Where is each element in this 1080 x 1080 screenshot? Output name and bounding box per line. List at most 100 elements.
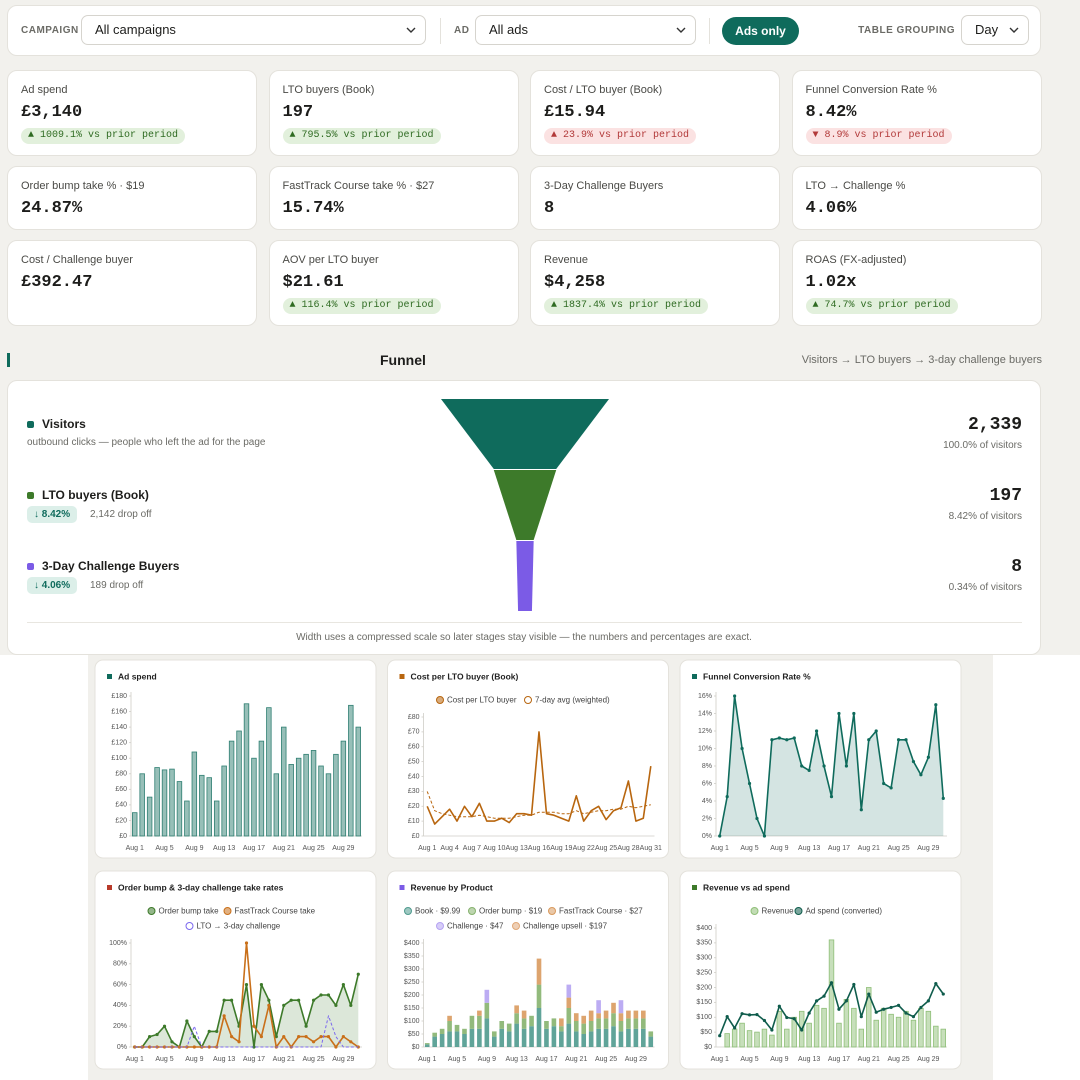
- bar-segment: [581, 1015, 587, 1024]
- point: [785, 738, 789, 742]
- grouping-value: Day: [975, 22, 999, 37]
- grouping-label: TABLE GROUPING: [858, 25, 955, 36]
- title-marker: [107, 885, 112, 890]
- campaign-select[interactable]: All campaigns: [81, 15, 426, 45]
- point: [814, 729, 819, 733]
- title-marker: [399, 885, 405, 890]
- point: [718, 834, 722, 838]
- point: [229, 1035, 234, 1039]
- kpi-card: Funnel Conversion Rate % 8.42% ▼ 8.9% vs p…: [791, 70, 1042, 156]
- bar-segment: [618, 1000, 624, 1014]
- point: [829, 981, 834, 985]
- funnel-segment: [493, 470, 557, 540]
- bar-segment: [454, 1031, 460, 1047]
- y-tick-label: $0: [412, 1044, 420, 1051]
- kpi-label: FastTrack Course take % · $27: [282, 180, 435, 192]
- x-tick-label: Aug 21: [858, 845, 880, 852]
- funnel-title: Funnel: [380, 352, 426, 368]
- ads-only-button[interactable]: Ads only: [722, 17, 799, 45]
- point: [162, 1024, 167, 1028]
- bar-segment: [544, 1021, 549, 1029]
- point: [852, 982, 856, 987]
- bar-segment: [529, 1026, 534, 1047]
- bar: [132, 812, 138, 837]
- x-tick-label: Aug 21: [273, 845, 295, 852]
- campaign-label: CAMPAIGN: [21, 25, 79, 36]
- point: [822, 764, 826, 768]
- legend-label: 7-day avg (weighted): [535, 696, 610, 705]
- legend-label: FastTrack Course take: [235, 907, 316, 916]
- stage-share: 100.0% of visitors: [943, 440, 1022, 451]
- kpi-label: LTO → Challenge %: [805, 180, 906, 192]
- point: [259, 1035, 264, 1039]
- bar-segment: [454, 1024, 460, 1032]
- x-tick-label: Aug 17: [828, 1056, 850, 1063]
- kpi-card: LTO buyers (Book) 197 ▲ 795.5% vs prior pe…: [268, 70, 519, 156]
- x-tick-label: Aug 25: [595, 845, 617, 852]
- kpi-card: Order bump take % · $19 24.87%: [7, 166, 257, 230]
- point: [349, 1003, 353, 1007]
- bar: [851, 1007, 857, 1048]
- kpi-value: $21.61: [282, 273, 344, 292]
- point: [733, 1026, 737, 1030]
- y-tick-label: £80: [408, 714, 420, 721]
- kpi-card: Cost / Challenge buyer £392.47: [7, 240, 257, 326]
- legend-label: Ad spend (converted): [806, 907, 883, 916]
- ad-select[interactable]: All ads: [475, 15, 696, 45]
- point: [837, 1007, 841, 1011]
- bar-segment: [596, 1018, 601, 1029]
- kpi-value: 8: [544, 199, 555, 218]
- point: [904, 1011, 908, 1015]
- point: [867, 992, 871, 996]
- point: [740, 1012, 744, 1016]
- bar: [843, 998, 850, 1048]
- bar: [295, 757, 302, 837]
- point: [740, 746, 744, 751]
- y-tick-label: $300: [696, 955, 712, 962]
- bar: [873, 1019, 879, 1048]
- x-tick-label: Aug 17: [243, 1056, 265, 1063]
- funnel-shape: [441, 399, 609, 611]
- kpi-value: 15.74%: [282, 199, 344, 218]
- point: [356, 972, 360, 976]
- charts-area: Ad spend £0 £20 £40 £60 £80 £100 £120 £140 £160 £1…: [88, 655, 993, 1080]
- kpi-label: LTO buyers (Book): [282, 84, 375, 96]
- grouping-select[interactable]: Day: [961, 15, 1029, 45]
- funnel-subtitle: Visitors → LTO buyers → 3-day challenge …: [801, 354, 1042, 366]
- area: [719, 696, 944, 836]
- bar-segment: [514, 1023, 519, 1047]
- legend-label: Challenge · $47: [447, 922, 504, 931]
- bar-segment: [588, 1031, 594, 1047]
- chevron: [676, 27, 686, 33]
- kpi-delta: ▼ 8.9% vs prior period: [805, 128, 952, 144]
- y-tick-label: £180: [111, 693, 127, 700]
- y-tick-label: 14%: [698, 710, 712, 717]
- point: [829, 795, 834, 799]
- point: [814, 999, 819, 1003]
- stage-dot: [27, 563, 34, 570]
- bar-segment: [424, 1044, 430, 1047]
- bar: [940, 1028, 946, 1048]
- stage-name: 3-Day Challenge Buyers: [42, 559, 180, 573]
- y-tick-label: $150: [404, 1005, 420, 1012]
- point: [259, 983, 264, 987]
- legend-marker: [468, 907, 476, 915]
- bar-segment: [506, 1031, 512, 1047]
- bar-segment: [566, 997, 572, 1008]
- y-tick-label: $150: [696, 999, 712, 1006]
- point: [282, 1003, 286, 1007]
- bar-segment: [641, 1018, 646, 1029]
- kpi-card: AOV per LTO buyer $21.61 ▲ 116.4% vs prior…: [268, 240, 519, 326]
- point: [304, 1024, 308, 1028]
- bar: [739, 1022, 745, 1048]
- bar: [754, 1031, 760, 1048]
- point: [882, 781, 886, 786]
- point: [777, 736, 781, 740]
- bar-segment: [566, 1008, 572, 1024]
- y-tick-label: £140: [111, 724, 127, 731]
- stage-note: outbound clicks — people who left the ad…: [27, 437, 266, 448]
- y-tick-label: $400: [404, 940, 420, 947]
- point: [807, 768, 811, 772]
- x-tick-label: Aug 16: [528, 845, 550, 852]
- x-tick-label: Aug 9: [185, 845, 203, 852]
